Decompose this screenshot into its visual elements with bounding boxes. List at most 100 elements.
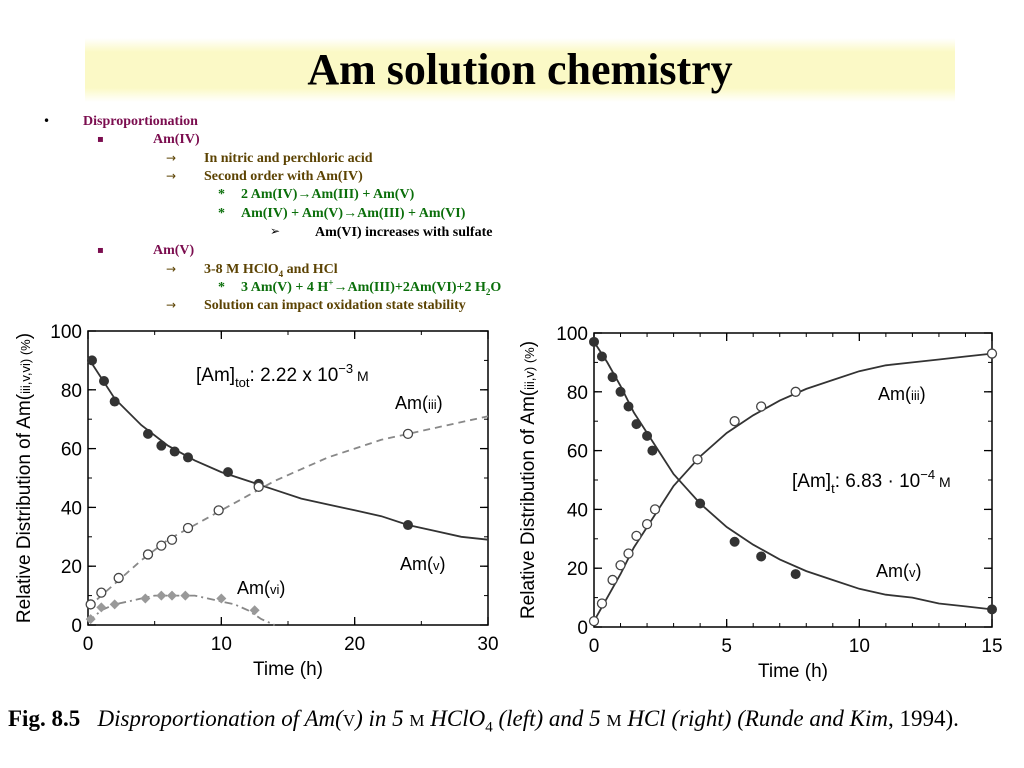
left-label-am-iii-part: iii (428, 397, 437, 412)
equation-3-rhs: Am(III)+2Am(VI)+2 H (347, 280, 486, 295)
data-point-filled (109, 396, 120, 407)
caption-text-6: , 1994). (887, 706, 959, 731)
equation-1-rhs: Am(III) + Am(V) (311, 187, 415, 202)
equation-1-lhs: 2 Am(IV) (241, 187, 298, 202)
equation-3-subscript: 2 (485, 286, 491, 297)
square-marker: ▪ (97, 245, 104, 256)
data-point-open (253, 481, 264, 492)
data-point-open (156, 540, 167, 551)
series-line (87, 415, 489, 609)
hclo4-suffix: and HCl (283, 262, 338, 277)
data-point-filled (729, 536, 740, 547)
reaction-arrow-icon: → (297, 187, 312, 202)
right-label-am-v: Am(v) (876, 561, 922, 581)
right-label-am-iii: Am(iii) (878, 384, 926, 404)
right-label-am-v-part: ) (916, 561, 922, 581)
left-label-am-iii-part: ) (437, 393, 443, 413)
arrow-marker: → (166, 298, 177, 312)
data-point-filled (403, 520, 413, 531)
left-chart: 0 10 20 30 0 20 40 60 80 100 Time (h) Relative Dist… (14, 322, 499, 680)
left-label-am-iii-part: Am( (395, 393, 428, 413)
right-label-am-iii-part: iii (911, 388, 920, 403)
x-tick-label: 30 (477, 634, 498, 655)
right-annotation-part: [Am] (792, 471, 831, 492)
y-tick-label: 40 (567, 500, 588, 521)
data-point-filled (596, 351, 607, 362)
star-marker: * (218, 280, 225, 295)
data-point-filled (756, 551, 767, 562)
left-label-am-iii: Am(iii) (395, 393, 443, 413)
caption-text-2: ) in 5 (355, 706, 410, 731)
left-annotation-part: M (353, 368, 369, 384)
star-marker: * (218, 187, 225, 202)
x-tick-label: 0 (589, 636, 600, 657)
bullet-nitric: In nitric and perchloric acid (204, 151, 373, 166)
data-point-open (588, 615, 600, 627)
data-point-filled (695, 498, 706, 509)
right-annotation: [Am]t: 6.83 · 10−4 M (792, 467, 951, 496)
caption-m1: M (409, 711, 425, 730)
series-line (87, 594, 276, 626)
data-point-filled (987, 604, 997, 615)
y-axis-label-part: Relative Distribution of Am( (518, 389, 539, 619)
data-point-diamond (156, 590, 167, 601)
left-label-am-v-part: v (433, 558, 440, 573)
data-point-open (113, 572, 124, 584)
left-annotation-part: −3 (338, 361, 353, 376)
data-point-diamond (216, 593, 227, 604)
data-point-diamond (180, 590, 191, 601)
right-annotation-part: : 6.83 · 10 (835, 471, 921, 492)
left-label-am-v-part: Am( (400, 554, 433, 574)
hclo4-text: 3-8 M HClO (204, 262, 279, 277)
right-label-am-v-part: Am( (876, 561, 909, 581)
y-tick-label: 40 (61, 498, 82, 519)
x-tick-label: 15 (981, 636, 1002, 657)
data-point-open (615, 560, 626, 571)
data-point-filled (642, 430, 653, 441)
left-label-am-v: Am(v) (400, 554, 446, 574)
left-label-am-vi-part: vi (270, 582, 280, 597)
caption-m2: M (606, 711, 622, 730)
x-axis-label: Time (h) (253, 659, 323, 680)
data-point-open (641, 518, 653, 530)
y-axis-label: Relative Distribution of Am(iii,v,vi) (%… (14, 333, 35, 623)
caption-reference: Runde and Kim (744, 706, 888, 731)
data-point-filled (87, 355, 97, 366)
left-annotation-part: : 2.22 x 10 (250, 365, 339, 386)
data-point-diamond (249, 605, 260, 616)
data-point-filled (647, 445, 658, 456)
data-point-open (649, 504, 661, 515)
bullet-disproportionation: Disproportionation (83, 114, 198, 129)
y-tick-label: 20 (61, 557, 82, 578)
data-point-diamond (167, 590, 177, 601)
right-annotation-part: −4 (920, 467, 935, 482)
data-point-filled (169, 446, 180, 457)
y-axis-label-part: iii,v,vi) (% (18, 339, 33, 394)
right-chart: 0 5 10 15 0 20 40 60 80 100 Time (h) Relative Distr… (518, 324, 1003, 682)
x-tick-label: 10 (211, 634, 232, 655)
x-tick-label: 10 (849, 636, 870, 657)
hclo4-subscript: 4 (278, 268, 284, 279)
data-point-diamond (85, 614, 96, 625)
reaction-arrow-icon: → (343, 206, 358, 221)
y-tick-label: 20 (567, 559, 588, 580)
data-point-open (166, 534, 178, 545)
y-tick-label: 80 (567, 383, 588, 404)
data-point-filled (607, 372, 618, 383)
right-label-am-iii-part: Am( (878, 384, 911, 404)
y-tick-label: 80 (61, 381, 82, 402)
y-axis-label-part: iii,v) (% (522, 347, 537, 390)
data-point-open (631, 530, 642, 542)
equation-3-lhs: 3 Am(V) + 4 H (241, 280, 329, 295)
data-point-open (596, 598, 608, 609)
caption-sub-4: 4 (485, 719, 493, 736)
caption-text-5: HCl (right) ( (621, 706, 745, 731)
data-point-diamond (140, 593, 151, 604)
bullet-hclo4: 3-8 M HClO4 and HCl (204, 261, 338, 278)
arrow-marker: → (166, 262, 177, 276)
data-point-open (756, 401, 767, 412)
reaction-arrow-icon: → (333, 280, 348, 295)
data-point-open (623, 548, 634, 559)
y-tick-label: 100 (50, 322, 82, 343)
data-point-filled (183, 452, 193, 463)
